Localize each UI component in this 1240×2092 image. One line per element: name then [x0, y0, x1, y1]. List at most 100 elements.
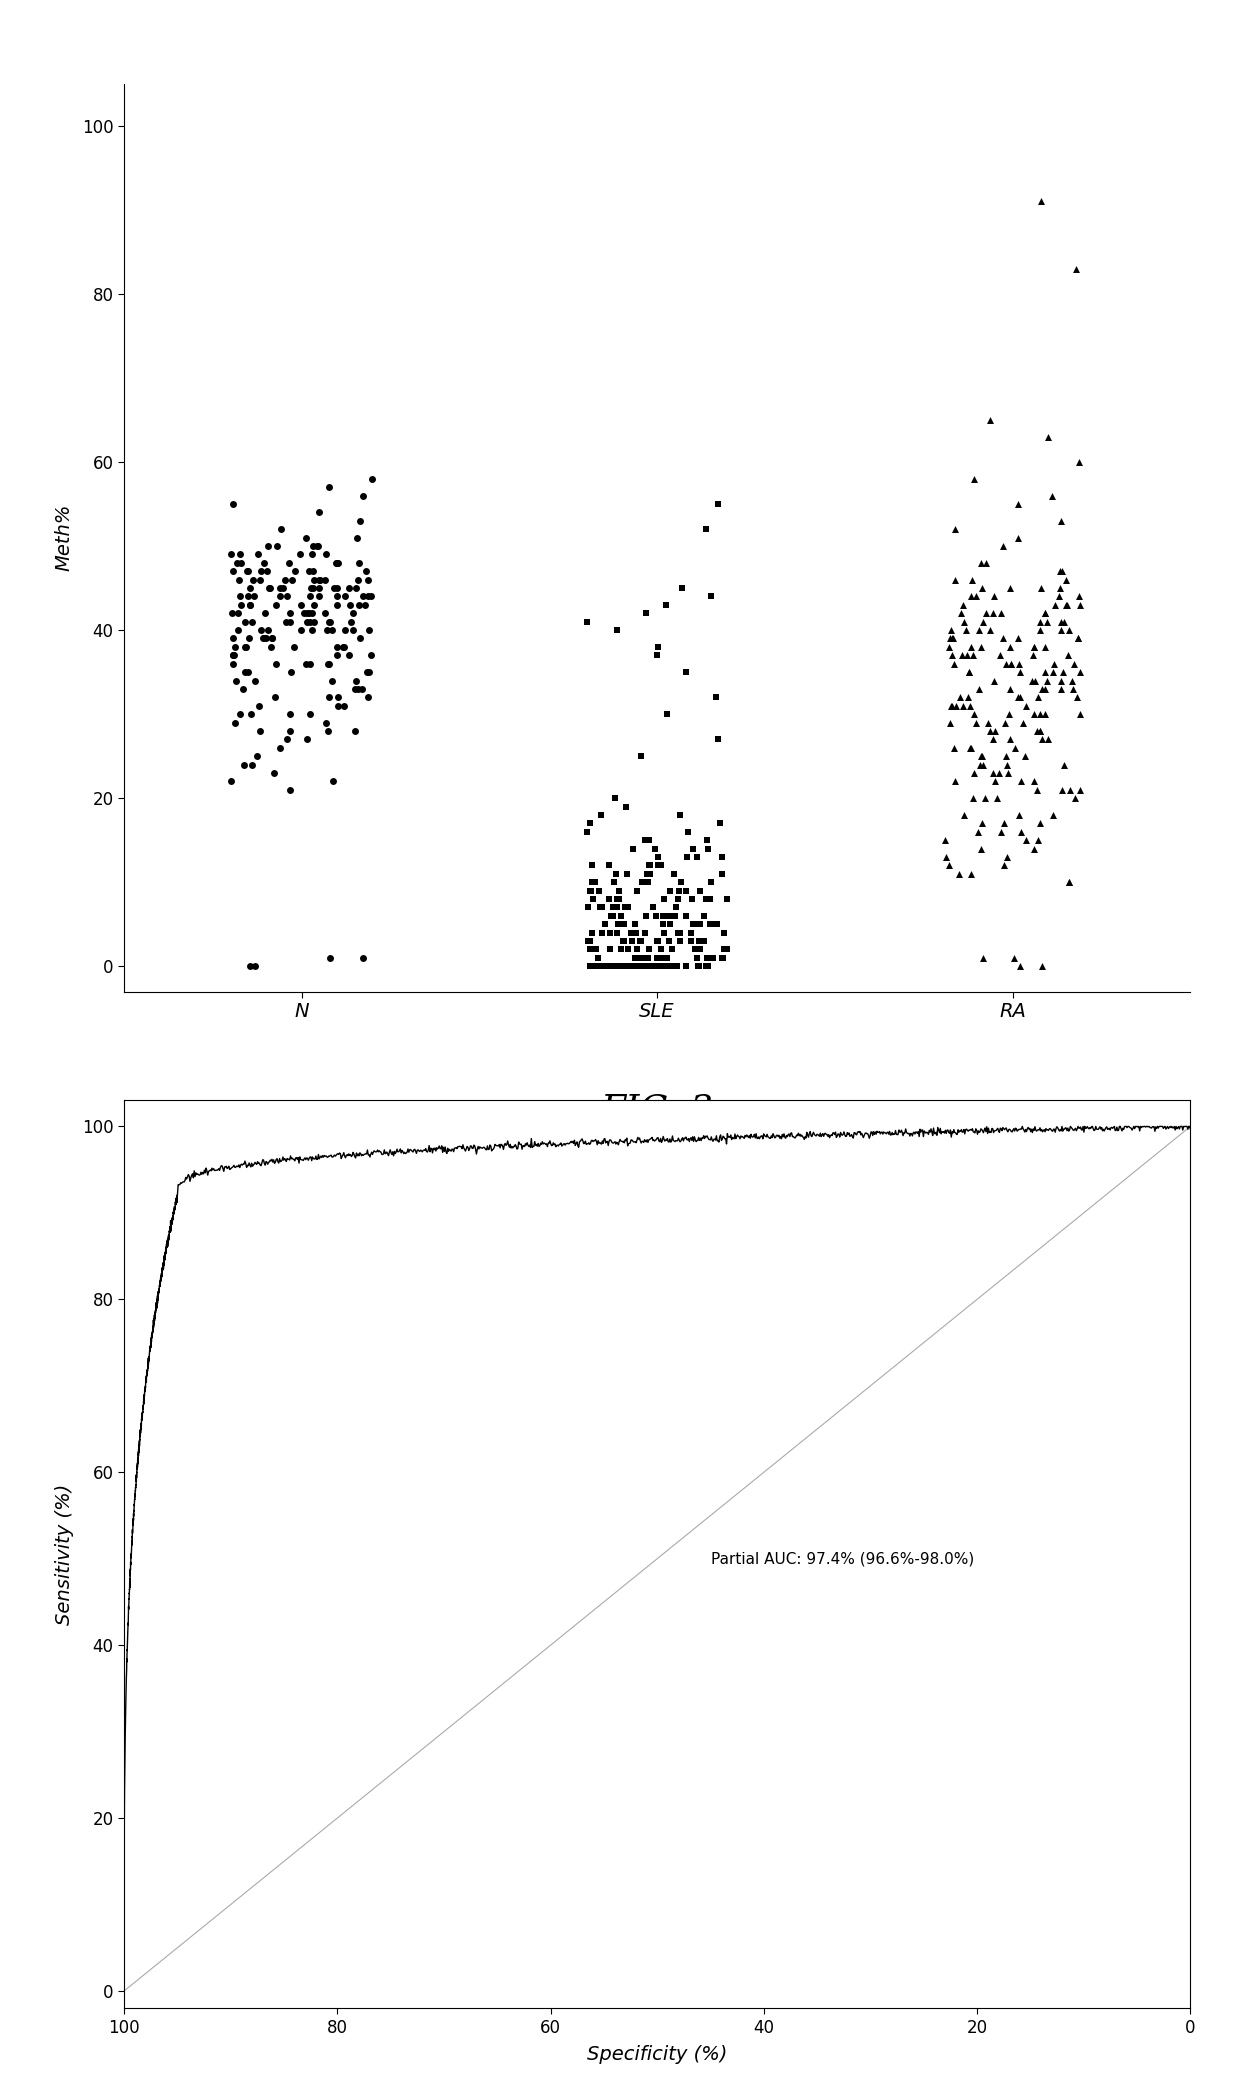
- Point: [265, 646, 285, 680]
- Point: [1070, 588, 1090, 621]
- Point: [1016, 824, 1035, 858]
- Point: [1035, 596, 1055, 630]
- Point: [327, 571, 347, 605]
- Point: [1004, 730, 1024, 764]
- Point: [1013, 705, 1033, 738]
- Point: [665, 950, 684, 983]
- Point: [304, 588, 324, 621]
- Point: [697, 950, 717, 983]
- Y-axis label: Meth%: Meth%: [55, 504, 73, 571]
- Point: [1024, 630, 1044, 663]
- Point: [231, 588, 250, 621]
- Point: [315, 563, 335, 596]
- Point: [242, 605, 262, 638]
- Point: [671, 799, 691, 833]
- Point: [319, 646, 339, 680]
- Point: [275, 605, 295, 638]
- Point: [1004, 941, 1024, 975]
- Point: [618, 858, 637, 891]
- Point: [355, 588, 374, 621]
- Point: [1069, 446, 1089, 479]
- Point: [653, 900, 673, 933]
- Point: [595, 908, 615, 941]
- Point: [624, 950, 644, 983]
- Point: [279, 546, 299, 579]
- Point: [670, 916, 689, 950]
- Point: [627, 874, 647, 908]
- Point: [646, 950, 666, 983]
- Point: [1024, 833, 1044, 866]
- Point: [267, 529, 286, 563]
- Point: [707, 908, 727, 941]
- Point: [1034, 697, 1054, 730]
- Point: [975, 782, 994, 816]
- Point: [347, 521, 367, 554]
- Point: [666, 891, 686, 925]
- Point: [639, 950, 658, 983]
- Point: [358, 563, 378, 596]
- Point: [327, 638, 347, 672]
- Point: [671, 925, 691, 958]
- Point: [580, 933, 600, 967]
- Point: [348, 563, 368, 596]
- Point: [250, 613, 270, 646]
- Point: [646, 900, 666, 933]
- Point: [264, 755, 284, 789]
- Point: [594, 950, 614, 983]
- Point: [622, 925, 642, 958]
- Point: [260, 630, 280, 663]
- Point: [649, 950, 668, 983]
- Point: [972, 738, 992, 772]
- Point: [963, 755, 983, 789]
- Point: [645, 950, 665, 983]
- Point: [632, 866, 652, 900]
- Point: [631, 925, 651, 958]
- Point: [976, 596, 996, 630]
- Point: [310, 571, 330, 605]
- Point: [580, 808, 600, 841]
- Point: [945, 766, 965, 799]
- Point: [640, 849, 660, 883]
- Point: [1016, 738, 1035, 772]
- Point: [1009, 646, 1029, 680]
- Point: [324, 571, 343, 605]
- Point: [1068, 621, 1087, 655]
- Point: [651, 950, 671, 983]
- Point: [280, 713, 300, 747]
- Point: [960, 655, 980, 688]
- Point: [352, 579, 372, 613]
- Point: [962, 563, 982, 596]
- Point: [249, 563, 269, 596]
- Point: [714, 916, 734, 950]
- Point: [647, 638, 667, 672]
- Point: [300, 646, 320, 680]
- Point: [699, 908, 719, 941]
- Point: [319, 471, 339, 504]
- Point: [583, 849, 603, 883]
- Point: [688, 950, 708, 983]
- Point: [316, 705, 336, 738]
- Point: [319, 646, 339, 680]
- Point: [279, 605, 299, 638]
- Point: [278, 579, 298, 613]
- Point: [316, 538, 336, 571]
- Point: [653, 908, 673, 941]
- Point: [259, 571, 279, 605]
- Point: [944, 621, 963, 655]
- Point: [714, 933, 734, 967]
- Point: [604, 866, 624, 900]
- Point: [248, 538, 268, 571]
- Point: [1053, 655, 1073, 688]
- Point: [689, 925, 709, 958]
- Point: [625, 908, 645, 941]
- Point: [631, 950, 651, 983]
- Point: [580, 925, 600, 958]
- Point: [637, 866, 657, 900]
- Point: [694, 925, 714, 958]
- Point: [591, 950, 611, 983]
- Point: [588, 941, 608, 975]
- Point: [661, 950, 681, 983]
- Point: [343, 613, 363, 646]
- Point: [1059, 866, 1079, 900]
- Point: [315, 596, 335, 630]
